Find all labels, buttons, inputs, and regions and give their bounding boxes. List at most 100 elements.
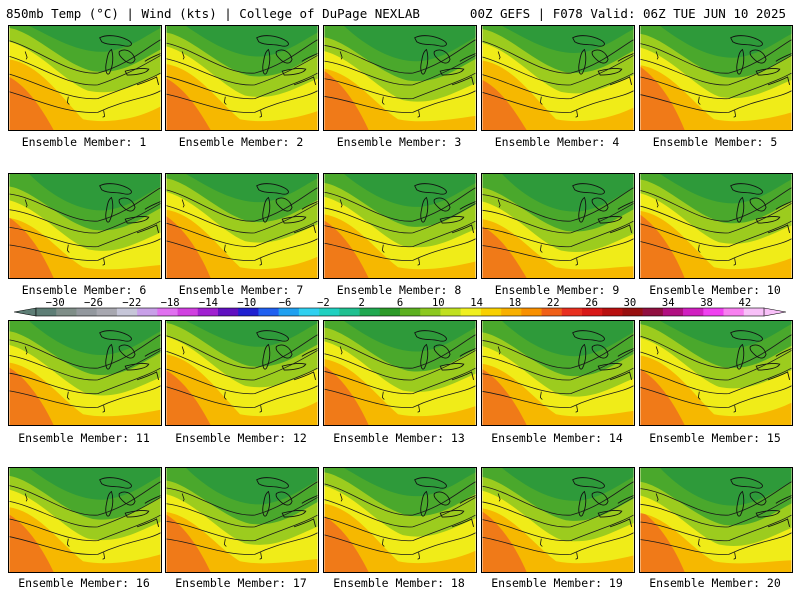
member-17-map-panel	[165, 467, 319, 573]
colorbar-swatch	[298, 308, 320, 316]
warm-region	[640, 66, 685, 130]
wind-barbs	[181, 346, 263, 413]
temperature-field-map	[8, 320, 162, 426]
height-contours	[482, 39, 634, 113]
temperature-field-map	[639, 320, 793, 426]
warm-region	[482, 511, 527, 572]
colorbar-tick-label: −6	[279, 297, 292, 309]
wind-barbs	[339, 51, 421, 118]
colorbar-swatch	[116, 308, 138, 316]
temperature-field-map	[165, 320, 319, 426]
colorbar-swatch	[703, 308, 724, 316]
warm-region	[9, 514, 54, 572]
height-contours	[9, 481, 161, 555]
great-lakes-outline	[414, 183, 476, 234]
warm-region	[324, 220, 369, 278]
colorbar-tick-label: −10	[237, 297, 256, 309]
great-lakes-outline	[99, 477, 161, 528]
wind-barbs	[181, 51, 263, 118]
warm-region	[9, 367, 54, 425]
temperature-field-map	[323, 173, 477, 279]
colorbar-swatch	[278, 308, 300, 316]
colorbar-swatch	[662, 308, 684, 316]
temperature-field-map	[639, 173, 793, 279]
member-11-caption: Ensemble Member: 11	[18, 431, 150, 445]
colorbar-swatch	[521, 308, 542, 316]
colorbar-swatch	[440, 308, 461, 316]
wind-barbs	[655, 199, 737, 266]
member-17-caption: Ensemble Member: 17	[175, 576, 307, 590]
member-15-map-panel	[639, 320, 793, 426]
height-contours	[482, 187, 634, 261]
wind-barbs	[655, 346, 737, 413]
great-lakes-outline	[730, 477, 792, 528]
member-19-map-panel	[481, 467, 635, 573]
height-contours	[9, 187, 161, 261]
colorbar-high-arrow	[763, 307, 786, 317]
great-lakes-outline	[730, 35, 792, 86]
colorbar-tick-label: −2	[317, 297, 330, 309]
great-lakes-outline	[414, 330, 476, 381]
colorbar-tick-label: 14	[470, 297, 483, 309]
colorbar-swatch	[218, 308, 239, 316]
colorbar-swatch	[379, 308, 401, 316]
great-lakes-outline	[572, 330, 634, 381]
temperature-field-map	[639, 467, 793, 573]
height-contours	[640, 39, 792, 113]
member-12-map-panel	[165, 320, 319, 426]
great-lakes-outline	[572, 35, 634, 86]
temperature-field-map	[165, 173, 319, 279]
great-lakes-outline	[256, 330, 318, 381]
colorbar-tick-label: 30	[624, 297, 637, 309]
great-lakes-outline	[730, 183, 792, 234]
warm-region	[324, 71, 369, 130]
colorbar-swatch	[501, 308, 522, 316]
colorbar-swatch	[137, 308, 158, 316]
chart-title: 850mb Temp (°C) | Wind (kts) | College o…	[6, 6, 420, 21]
wind-barbs	[497, 346, 579, 413]
temperature-field-map	[481, 320, 635, 426]
warm-region	[640, 369, 685, 425]
wind-barbs	[655, 493, 737, 560]
colorbar-tick-label: −18	[161, 297, 180, 309]
great-lakes-outline	[99, 183, 161, 234]
temperature-field-map	[8, 25, 162, 131]
member-9-map-panel	[481, 173, 635, 279]
colorbar-low-arrow	[14, 307, 37, 317]
colorbar-tick-label: 26	[585, 297, 598, 309]
wind-barbs	[497, 199, 579, 266]
colorbar-tick-label: 42	[739, 297, 752, 309]
member-11-map-panel	[8, 320, 162, 426]
great-lakes-outline	[256, 477, 318, 528]
warm-region	[324, 366, 369, 425]
temperature-field-map	[165, 25, 319, 131]
member-7-caption: Ensemble Member: 7	[178, 283, 304, 297]
wind-barbs	[181, 199, 263, 266]
colorbar-swatch	[400, 308, 421, 316]
member-15-caption: Ensemble Member: 15	[649, 431, 781, 445]
colorbar-swatch	[157, 308, 178, 316]
member-8-map-panel	[323, 173, 477, 279]
warm-region	[166, 370, 211, 425]
member-7-map-panel	[165, 173, 319, 279]
colorbar-swatch	[96, 308, 118, 316]
member-13-map-panel	[323, 320, 477, 426]
height-contours	[324, 187, 476, 261]
member-3-caption: Ensemble Member: 3	[336, 135, 462, 149]
colorbar-tick-label: 34	[662, 297, 675, 309]
height-contours	[324, 481, 476, 555]
wind-barbs	[24, 199, 106, 266]
colorbar-swatch	[561, 308, 583, 316]
colorbar-tick-label: 22	[547, 297, 560, 309]
colorbar-swatch	[197, 308, 219, 316]
colorbar-swatch	[339, 308, 360, 316]
member-16-map-panel	[8, 467, 162, 573]
great-lakes-outline	[99, 35, 161, 86]
great-lakes-outline	[730, 330, 792, 381]
member-14-caption: Ensemble Member: 14	[491, 431, 623, 445]
colorbar-swatch	[258, 308, 279, 316]
height-contours	[166, 481, 318, 555]
colorbar-swatch	[582, 308, 603, 316]
colorbar-swatch	[642, 308, 664, 316]
member-8-caption: Ensemble Member: 8	[336, 283, 462, 297]
